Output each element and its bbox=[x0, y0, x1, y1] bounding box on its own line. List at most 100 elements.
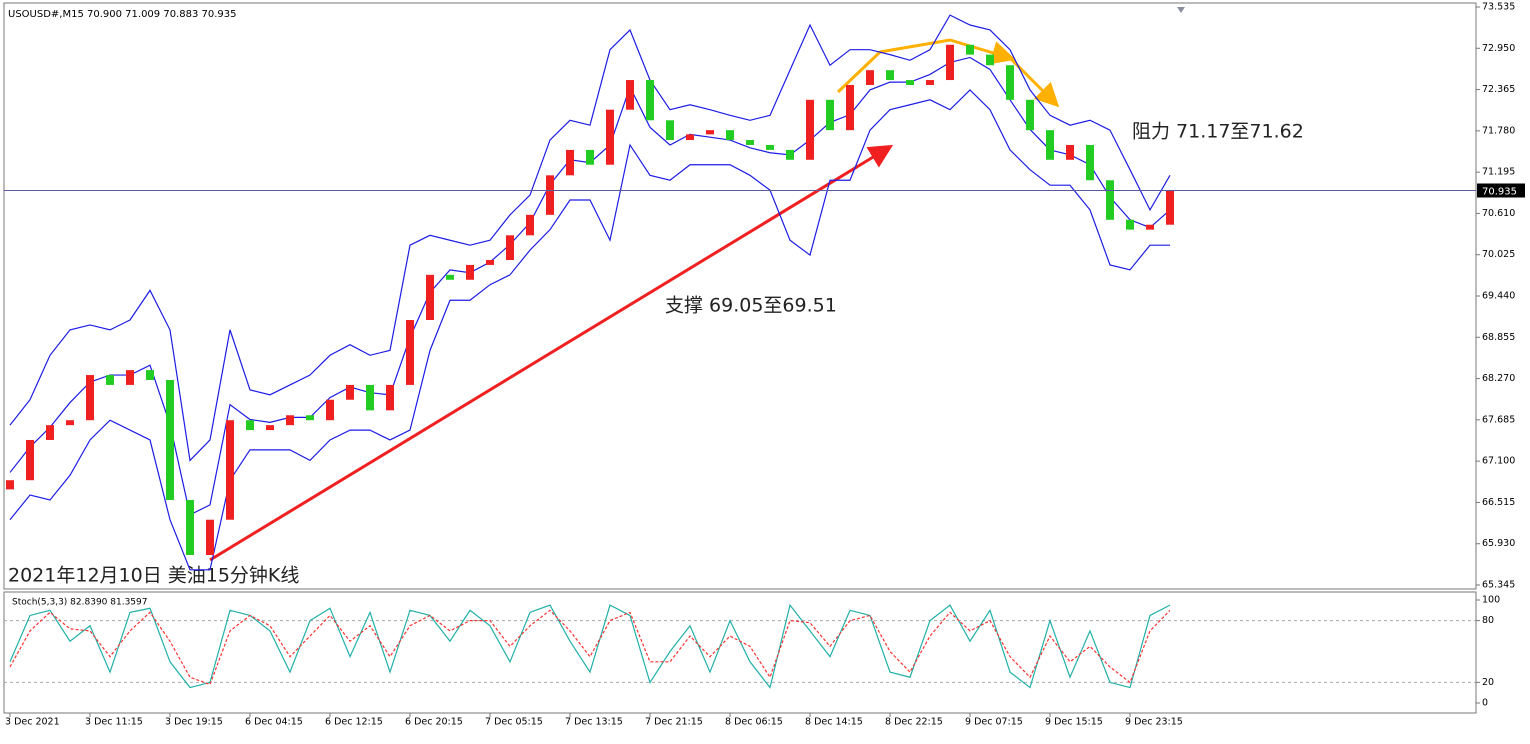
x-tick-label: 9 Dec 15:15 bbox=[1045, 717, 1103, 728]
x-tick-label: 9 Dec 23:15 bbox=[1125, 717, 1183, 728]
y-tick-label: 72.950 bbox=[1482, 43, 1515, 54]
candle bbox=[126, 370, 134, 385]
candle bbox=[846, 84, 854, 131]
candle bbox=[826, 99, 834, 131]
x-tick-label: 6 Dec 12:15 bbox=[325, 717, 383, 728]
candle bbox=[926, 80, 934, 85]
candle bbox=[306, 415, 314, 421]
candle bbox=[6, 480, 14, 490]
candle bbox=[1166, 190, 1174, 225]
y-tick-label: 70.610 bbox=[1482, 208, 1515, 219]
y-tick-label: 66.515 bbox=[1482, 497, 1515, 508]
candle bbox=[666, 120, 674, 141]
candle bbox=[466, 264, 474, 280]
candle bbox=[946, 44, 954, 81]
candle bbox=[506, 235, 514, 261]
candle bbox=[906, 80, 914, 85]
annotation: 支撑 69.05至69.51 bbox=[665, 295, 837, 317]
y-tick-label: 69.440 bbox=[1482, 291, 1515, 302]
x-tick-label: 8 Dec 22:15 bbox=[885, 717, 943, 728]
candle bbox=[366, 384, 374, 411]
candle bbox=[326, 399, 334, 421]
y-tick-label: 73.535 bbox=[1482, 2, 1515, 13]
y-tick-label: 71.195 bbox=[1482, 167, 1515, 178]
price-panel bbox=[3, 2, 1477, 590]
price-tag-label: 70.935 bbox=[1482, 186, 1517, 197]
x-tick-label: 3 Dec 2021 bbox=[5, 717, 60, 728]
candle bbox=[426, 274, 434, 320]
candle bbox=[706, 130, 714, 135]
candle bbox=[86, 375, 94, 421]
x-tick-label: 7 Dec 21:15 bbox=[645, 717, 703, 728]
y-tick-label: 68.270 bbox=[1482, 373, 1515, 384]
candle bbox=[146, 370, 154, 380]
candle bbox=[766, 144, 774, 150]
x-tick-label: 7 Dec 05:15 bbox=[485, 717, 543, 728]
x-tick-label: 8 Dec 14:15 bbox=[805, 717, 863, 728]
candle bbox=[726, 130, 734, 141]
candle bbox=[346, 384, 354, 400]
candle bbox=[1066, 144, 1074, 160]
candle bbox=[66, 420, 74, 426]
y-tick-label: 65.930 bbox=[1482, 538, 1515, 549]
x-tick-label: 3 Dec 11:15 bbox=[85, 717, 143, 728]
stoch-title: Stoch(5,3,3) 82.8390 81.3597 bbox=[12, 598, 147, 608]
y-tick-label: 80 bbox=[1482, 615, 1494, 626]
y-tick-label: 0 bbox=[1482, 698, 1488, 709]
trend-arrow bbox=[209, 144, 894, 562]
candle bbox=[226, 420, 234, 520]
y-tick-label: 65.345 bbox=[1482, 580, 1515, 591]
candle bbox=[986, 54, 994, 66]
candle bbox=[246, 420, 254, 431]
candle bbox=[1146, 224, 1154, 230]
x-tick-label: 8 Dec 06:15 bbox=[725, 717, 783, 728]
candle bbox=[206, 519, 214, 556]
trend-arrow bbox=[836, 38, 1016, 94]
annotation: 2021年12月10日 美油15分钟K线 bbox=[8, 565, 299, 587]
candle bbox=[1046, 130, 1054, 160]
candle bbox=[1026, 99, 1034, 131]
y-tick-label: 68.855 bbox=[1482, 332, 1515, 343]
x-tick-label: 7 Dec 13:15 bbox=[565, 717, 623, 728]
candle bbox=[746, 140, 754, 145]
candle bbox=[786, 149, 794, 160]
y-tick-label: 100 bbox=[1482, 595, 1500, 606]
candle bbox=[606, 109, 614, 165]
stoch-panel bbox=[3, 591, 1477, 714]
candle bbox=[106, 375, 114, 385]
candle bbox=[266, 425, 274, 431]
y-tick-label: 67.100 bbox=[1482, 456, 1515, 467]
candle bbox=[186, 499, 194, 556]
candle bbox=[526, 214, 534, 236]
candle bbox=[1106, 180, 1114, 220]
candle bbox=[586, 149, 594, 165]
y-tick-label: 20 bbox=[1482, 677, 1494, 688]
candle bbox=[386, 384, 394, 411]
candle bbox=[546, 175, 554, 215]
candle bbox=[566, 149, 574, 176]
candle bbox=[1086, 144, 1094, 181]
y-tick-label: 70.025 bbox=[1482, 249, 1515, 260]
x-tick-label: 6 Dec 04:15 bbox=[245, 717, 303, 728]
candle bbox=[46, 425, 54, 440]
bollinger-band bbox=[9, 89, 1170, 571]
y-tick-label: 67.685 bbox=[1482, 414, 1515, 425]
candle bbox=[966, 44, 974, 55]
bollinger-band bbox=[9, 14, 1171, 462]
annotation: 阻力 71.17至71.62 bbox=[1132, 121, 1304, 143]
candle bbox=[446, 274, 454, 280]
chart-title: USOUSD#,M15 70.900 71.009 70.883 70.935 bbox=[8, 9, 237, 20]
candle bbox=[486, 260, 494, 265]
candle bbox=[406, 319, 414, 385]
candle bbox=[286, 415, 294, 426]
candle bbox=[686, 134, 694, 141]
candle bbox=[1126, 219, 1134, 230]
candle bbox=[626, 80, 634, 110]
stoch-line bbox=[9, 609, 1171, 686]
candle bbox=[166, 379, 174, 500]
shift-marker bbox=[1177, 7, 1185, 13]
stoch-line bbox=[9, 603, 1171, 689]
price-tag bbox=[1477, 183, 1525, 198]
candle bbox=[866, 70, 874, 85]
